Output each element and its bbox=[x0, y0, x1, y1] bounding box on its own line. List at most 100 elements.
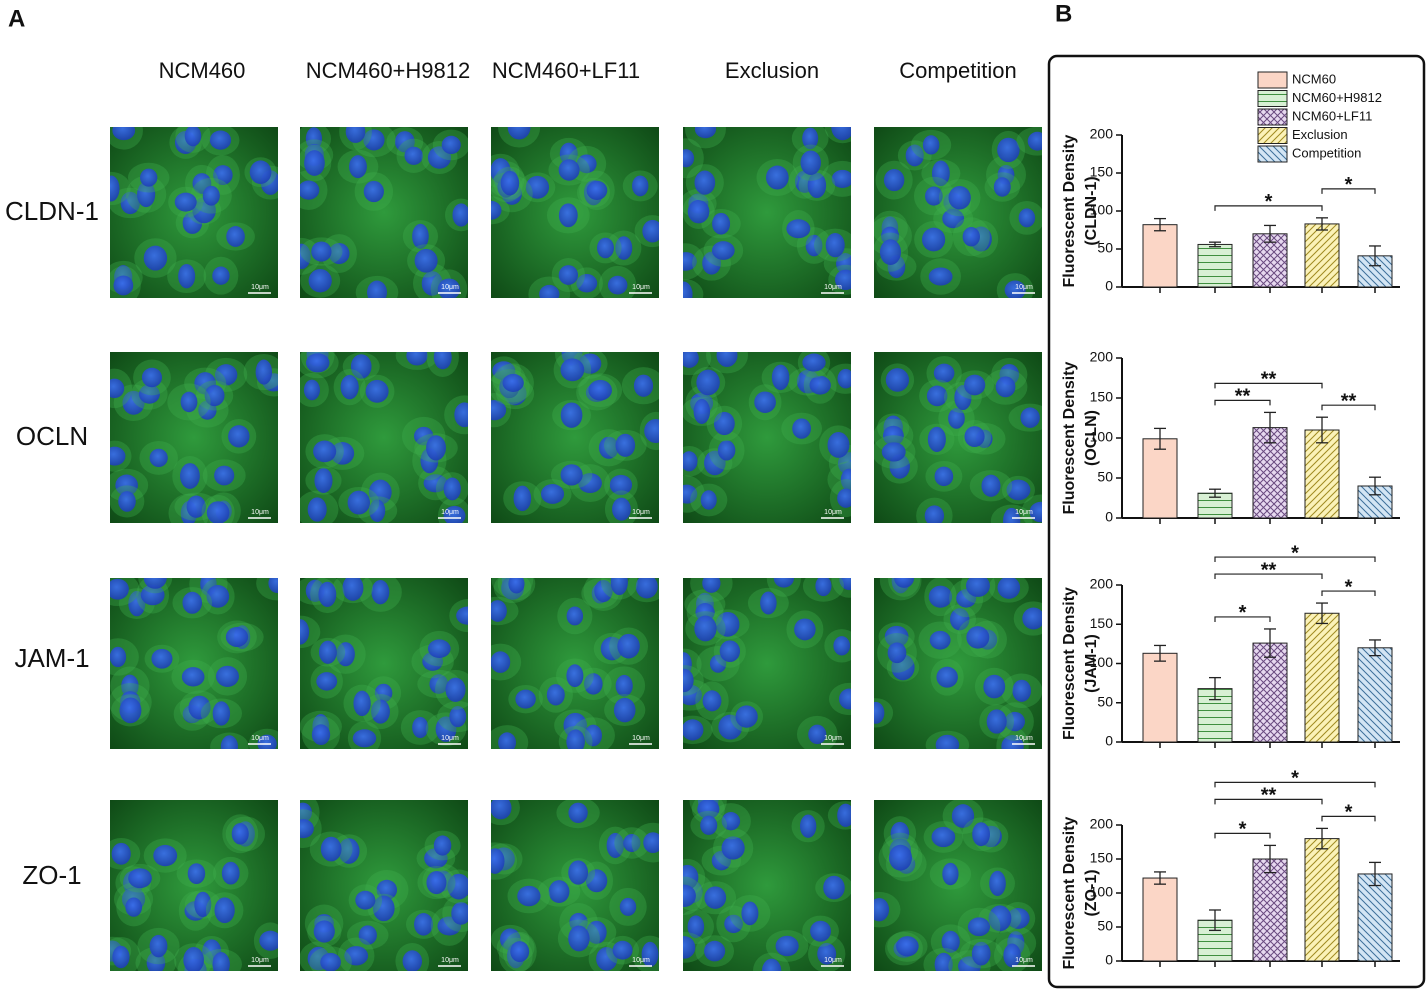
nucleus bbox=[358, 925, 377, 945]
nucleus bbox=[635, 578, 658, 599]
y-tick-label: 100 bbox=[1090, 202, 1114, 218]
micrograph: 10μm bbox=[300, 578, 468, 749]
nucleus bbox=[997, 578, 1021, 599]
y-tick-label: 50 bbox=[1097, 693, 1113, 709]
nucleus bbox=[995, 376, 1016, 398]
bracket bbox=[1321, 815, 1376, 822]
micrograph: 10μm bbox=[300, 127, 468, 298]
cells bbox=[683, 352, 851, 518]
error-bar bbox=[1369, 861, 1381, 887]
nucleus bbox=[188, 695, 211, 720]
nucleus bbox=[724, 914, 743, 934]
nucleus bbox=[926, 385, 948, 407]
nucleus bbox=[143, 578, 167, 589]
bracket bbox=[1321, 404, 1376, 411]
nucleus bbox=[840, 468, 851, 491]
y-tick-label: 200 bbox=[1090, 816, 1114, 832]
significance: * bbox=[1321, 802, 1376, 824]
significance-label: ** bbox=[1341, 390, 1357, 412]
bracket bbox=[1214, 616, 1271, 622]
nucleus bbox=[683, 451, 698, 472]
y-axis-label: Fluorescent Density bbox=[1061, 361, 1078, 514]
column-header: Competition bbox=[899, 58, 1016, 83]
nucleus bbox=[412, 223, 429, 249]
nucleus bbox=[817, 942, 837, 965]
nucleus bbox=[125, 897, 143, 917]
nucleus bbox=[890, 821, 910, 845]
nucleus bbox=[887, 642, 907, 664]
nucleus bbox=[349, 155, 367, 179]
nucleus bbox=[316, 672, 338, 691]
micrograph: 10μm bbox=[683, 578, 851, 749]
nucleus bbox=[704, 940, 726, 962]
significance: * bbox=[1321, 174, 1376, 196]
cells bbox=[491, 352, 659, 523]
bar bbox=[1142, 652, 1178, 743]
scale-bar-label: 10μm bbox=[251, 284, 269, 291]
nucleus bbox=[352, 729, 377, 748]
error-bar bbox=[1154, 644, 1166, 662]
nucleus bbox=[1022, 607, 1042, 630]
nucleus bbox=[931, 160, 950, 187]
error-bar bbox=[1316, 217, 1328, 231]
nucleus bbox=[802, 353, 826, 372]
nucleus bbox=[128, 868, 152, 889]
nucleus bbox=[922, 135, 940, 155]
micrograph: 10μm bbox=[683, 127, 851, 298]
nucleus bbox=[525, 175, 550, 199]
nucleus bbox=[633, 374, 654, 397]
scale-bar-label: 10μm bbox=[824, 509, 842, 516]
nucleus bbox=[837, 368, 851, 389]
nucleus bbox=[578, 473, 602, 494]
nucleus bbox=[834, 269, 851, 290]
nucleus bbox=[110, 175, 120, 202]
nucleus bbox=[696, 369, 720, 396]
nucleus bbox=[515, 689, 536, 709]
scale-bar-label: 10μm bbox=[251, 735, 269, 742]
nucleus bbox=[394, 131, 415, 153]
nucleus bbox=[350, 354, 372, 379]
nucleus bbox=[445, 677, 466, 702]
y-tick-label: 0 bbox=[1105, 278, 1113, 294]
nucleus bbox=[794, 618, 816, 641]
nucleus bbox=[345, 127, 366, 143]
nucleus bbox=[704, 886, 727, 909]
nucleus bbox=[683, 864, 699, 890]
nucleus bbox=[115, 474, 138, 496]
image-bg bbox=[110, 352, 278, 523]
nucleus bbox=[257, 734, 277, 749]
nucleus bbox=[962, 227, 980, 247]
significance-label: ** bbox=[1261, 785, 1277, 807]
error-bar bbox=[1209, 909, 1221, 932]
nucleus bbox=[452, 203, 468, 227]
nucleus bbox=[993, 177, 1011, 197]
nucleus bbox=[568, 802, 588, 824]
micrograph: 10μm bbox=[110, 578, 278, 749]
nucleus bbox=[588, 379, 612, 401]
nucleus bbox=[414, 912, 434, 936]
nucleus bbox=[451, 902, 468, 925]
scale-bar-label: 10μm bbox=[441, 284, 459, 291]
nucleus bbox=[449, 705, 467, 728]
significance-label: * bbox=[1291, 768, 1299, 790]
micrograph: 10μm bbox=[300, 800, 468, 971]
nucleus bbox=[905, 144, 924, 167]
bar bbox=[1252, 858, 1288, 962]
nucleus bbox=[643, 832, 659, 854]
nucleus bbox=[951, 804, 975, 828]
nucleus bbox=[560, 464, 583, 486]
nucleus bbox=[212, 266, 230, 285]
micrograph: 10μm bbox=[110, 800, 278, 971]
nucleus bbox=[558, 203, 578, 228]
nucleus bbox=[510, 941, 530, 963]
panel-label: A bbox=[8, 5, 25, 32]
scale-bar-label: 10μm bbox=[824, 735, 842, 742]
nucleus bbox=[718, 714, 743, 740]
nucleus bbox=[576, 154, 597, 174]
nucleus bbox=[540, 484, 565, 504]
nucleus bbox=[948, 408, 965, 429]
nucleus bbox=[212, 701, 231, 726]
nucleus bbox=[972, 822, 990, 847]
nucleus bbox=[313, 440, 337, 463]
cells bbox=[300, 352, 468, 523]
